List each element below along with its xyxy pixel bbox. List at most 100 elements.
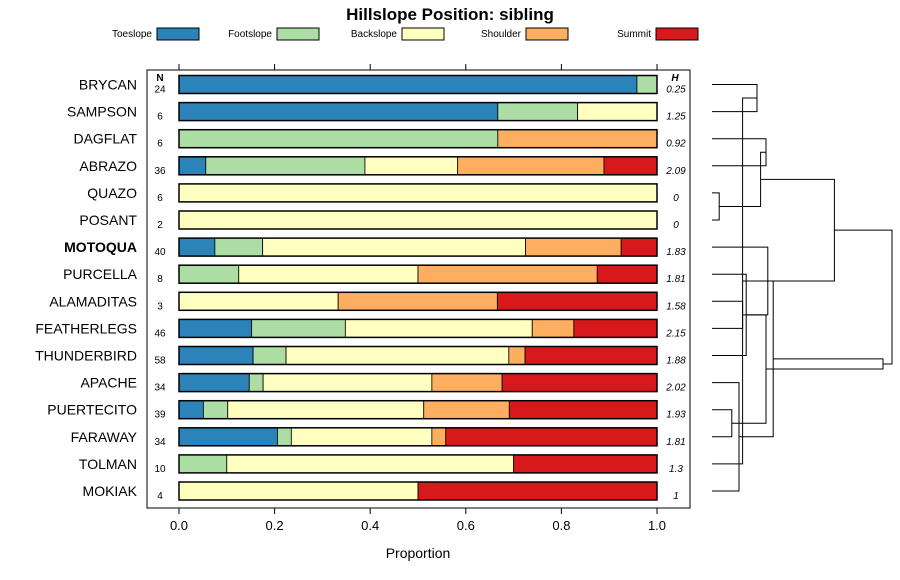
row-mokiak: MOKIAK 4 1: [83, 481, 679, 502]
bar-segment-summit: [620, 237, 658, 257]
x-tick-label: 0.2: [266, 518, 284, 533]
bar-outline: [178, 454, 658, 474]
bar-segment-footslope: [252, 346, 287, 365]
bar-segment-summit: [508, 400, 658, 420]
bar-segment-footslope: [251, 318, 346, 338]
bar-outline: [178, 101, 658, 122]
bar-segment-footslope: [636, 75, 658, 94]
row-h-value: 2.15: [665, 328, 686, 339]
row-thunderbird: THUNDERBIRD 58 1.88: [35, 345, 686, 367]
row-label: ALAMADITAS: [49, 293, 137, 309]
row-label: POSANT: [79, 212, 137, 228]
row-label: SAMPSON: [67, 104, 137, 120]
row-h-value: 0: [673, 220, 679, 231]
row-n-value: 46: [154, 328, 166, 339]
bar-segment-shoulder: [531, 318, 575, 338]
bar-segment-shoulder: [337, 291, 498, 311]
row-label: FARAWAY: [71, 429, 138, 445]
dendrogram-branch: [766, 358, 884, 370]
row-h-value: 1: [673, 491, 679, 502]
bar-segment-summit: [445, 427, 658, 447]
bar-segment-summit: [513, 454, 658, 474]
bar-segment-backslope: [227, 400, 425, 420]
row-label: FEATHERLEGS: [35, 320, 137, 336]
bar-segment-backslope: [290, 427, 433, 447]
row-n-value: 34: [154, 383, 166, 394]
row-n-value: 6: [157, 112, 163, 123]
row-h-value: 0.25: [666, 85, 686, 96]
row-posant: POSANT 2 0: [79, 210, 679, 231]
bar-segment-footslope: [178, 264, 240, 284]
bar-segment-shoulder: [457, 156, 605, 176]
row-h-value: 1.81: [666, 274, 685, 285]
bar-outline: [178, 210, 658, 230]
bar-outline: [178, 74, 658, 95]
bar-segment-footslope: [178, 129, 499, 149]
bar-segment-backslope: [285, 346, 510, 365]
bar-segment-summit: [603, 156, 658, 176]
legend: Toeslope Footslope Backslope Shoulder Summit: [112, 27, 699, 41]
bar-segment-shoulder: [431, 427, 447, 447]
row-h-value: 0: [673, 193, 679, 204]
bar-outline: [178, 372, 658, 393]
legend-swatch-toeslope: [156, 27, 200, 41]
h-column-header: H: [671, 73, 679, 84]
legend-swatch-shoulder: [525, 27, 569, 41]
legend-swatch-footslope: [276, 27, 320, 41]
dendrogram-branch: [731, 314, 767, 424]
bar-segment-summit: [417, 481, 658, 501]
row-n-value: 40: [154, 247, 166, 258]
bar-segment-summit: [573, 318, 658, 338]
row-n-value: 39: [154, 410, 166, 421]
row-featherlegs: FEATHERLEGS 46 2.15: [35, 318, 686, 339]
row-label: APACHE: [80, 375, 137, 391]
row-h-value: 2.02: [665, 383, 686, 394]
bar-segment-toeslope: [178, 400, 204, 420]
bar-segment-footslope: [497, 102, 579, 121]
bar-segment-backslope: [178, 291, 339, 311]
dendrogram-branch: [760, 178, 835, 282]
bar-outline: [178, 399, 658, 420]
row-n-value: 2: [157, 220, 163, 231]
bar-segment-backslope: [178, 183, 658, 203]
plot-frame: [146, 69, 691, 509]
row-label: PURCELLA: [63, 266, 138, 282]
row-label: MOTOQUA: [64, 239, 137, 255]
bar-segment-footslope: [205, 156, 366, 176]
bar-segment-backslope: [178, 210, 658, 230]
bar-segment-toeslope: [178, 427, 278, 447]
bar-segment-backslope: [238, 264, 419, 284]
bar-segment-backslope: [226, 454, 514, 474]
bar-segment-toeslope: [178, 156, 207, 176]
row-n-value: 36: [154, 166, 166, 177]
bar-outline: [178, 128, 658, 149]
bar-segment-backslope: [262, 237, 526, 257]
row-label: MOKIAK: [83, 483, 138, 499]
legend-label-footslope: Footslope: [228, 29, 272, 40]
bar-outline: [178, 481, 658, 501]
x-tick-label: 0.8: [552, 518, 570, 533]
bar-segment-footslope: [277, 427, 292, 447]
n-column-header: N: [156, 73, 163, 84]
row-h-value: 1.81: [666, 437, 685, 448]
bar-segment-footslope: [178, 454, 228, 474]
bar-segment-toeslope: [178, 373, 250, 393]
row-label: PUERTECITO: [47, 402, 137, 418]
row-tolman: TOLMAN 10 1.3: [79, 454, 683, 475]
row-h-value: 1.3: [669, 464, 683, 475]
bar-segment-shoulder: [423, 400, 510, 420]
row-sampson: SAMPSON 6 1.25: [67, 101, 686, 123]
bar-segment-summit: [496, 291, 658, 311]
x-axis: 0.0 0.2 0.4 0.6 0.8 1.0: [170, 64, 666, 533]
dendrogram-branch: [834, 229, 893, 365]
row-quazo: QUAZO 6 0: [87, 183, 679, 204]
bar-segment-footslope: [202, 400, 229, 420]
bar-outline: [178, 183, 658, 203]
bar-segment-backslope: [364, 156, 459, 176]
x-axis-title: Proportion: [386, 545, 451, 561]
dendrogram: [712, 84, 893, 492]
bar-segment-summit: [596, 264, 658, 284]
legend-swatch-backslope: [401, 27, 445, 41]
legend-label-summit: Summit: [617, 29, 651, 40]
row-label: QUAZO: [87, 185, 137, 201]
